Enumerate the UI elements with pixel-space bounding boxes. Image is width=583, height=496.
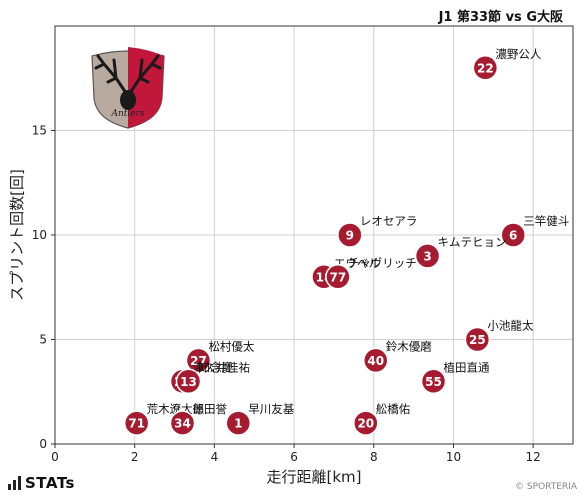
- y-axis-label: スプリント回数[回]: [8, 169, 26, 301]
- point-marker: [337, 222, 363, 248]
- point-marker: [500, 222, 526, 248]
- point-number: 3: [423, 249, 431, 263]
- point-number: 6: [509, 229, 517, 243]
- point-marker: [363, 347, 389, 374]
- player-point: 3 キムテヒョン: [414, 235, 507, 269]
- point-label: 鈴木優磨: [386, 339, 432, 353]
- y-tick-label: 10: [32, 228, 47, 242]
- point-number: 77: [330, 270, 347, 284]
- point-label: 小池龍太: [487, 319, 533, 333]
- point-label: レオセアラ: [360, 214, 418, 228]
- point-number: 55: [425, 375, 442, 389]
- x-tick-label: 0: [51, 450, 59, 464]
- x-tick-label: 8: [370, 450, 378, 464]
- x-tick-label: 12: [526, 450, 541, 464]
- point-label: エウベル: [334, 256, 380, 270]
- point-number: 13: [180, 375, 197, 389]
- x-tick-label: 6: [290, 450, 298, 464]
- point-marker: [185, 347, 212, 374]
- stats-logo: STATs: [8, 474, 75, 492]
- y-tick-label: 0: [39, 437, 47, 451]
- point-number: 34: [174, 417, 191, 431]
- point-label: 植田直通: [444, 360, 490, 374]
- point-label: 知念慶: [198, 360, 233, 374]
- point-marker: [325, 264, 351, 290]
- data-points: 22濃野公人9レオセアラ6三竿健斗3キムテヒョン18エウベル77チャヴリッチ25…: [123, 47, 569, 436]
- point-label: 舩橋佑: [376, 402, 411, 416]
- stats-bars-icon: [8, 476, 21, 490]
- point-marker: [464, 326, 491, 353]
- player-point: 6 三竿健斗: [500, 214, 569, 248]
- point-label: 濃野公人: [495, 47, 541, 61]
- point-label: 三竿健斗: [523, 214, 569, 228]
- point-number: 27: [190, 354, 207, 368]
- player-point: 1 早川友基: [225, 402, 295, 436]
- stats-brand: STATs: [25, 474, 75, 492]
- player-point: 9 レオセアラ: [337, 214, 418, 248]
- point-label: 津久井佳祐: [193, 360, 251, 374]
- point-marker: [472, 55, 499, 81]
- x-tick-label: 10: [446, 450, 461, 464]
- point-marker: [175, 368, 202, 395]
- y-tick-label: 5: [39, 333, 47, 347]
- point-number: 71: [128, 417, 145, 431]
- x-tick-label: 4: [211, 450, 219, 464]
- point-label: 荒木遼太郎: [147, 402, 205, 416]
- point-marker: [353, 410, 379, 436]
- point-marker: [414, 243, 441, 269]
- plot-frame: [54, 25, 574, 445]
- point-number: 9: [346, 229, 354, 243]
- point-label: 徳田誉: [193, 402, 228, 416]
- point-label: チャヴリッチ: [348, 256, 417, 270]
- point-number: 22: [477, 61, 494, 75]
- point-label: キムテヒョン: [438, 235, 507, 249]
- y-tick-label: 15: [32, 124, 47, 138]
- point-label: 松村優太: [208, 339, 254, 353]
- point-number: 1: [234, 417, 242, 431]
- point-number: 40: [367, 354, 384, 368]
- match-title: J1 第33節 vs G大阪: [438, 10, 563, 25]
- logo-wordmark: Antlers: [110, 109, 144, 119]
- point-number: 25: [469, 333, 486, 347]
- point-marker: [225, 410, 252, 436]
- x-axis-label: 走行距離[km]: [266, 468, 361, 486]
- copyright-credit: © SPORTERIA: [515, 482, 577, 492]
- point-marker: [123, 410, 150, 436]
- x-tick-label: 2: [131, 450, 139, 464]
- kashima-antlers-logo: Antlers: [91, 47, 165, 129]
- point-number: 20: [357, 417, 374, 431]
- point-marker: [169, 410, 196, 436]
- point-label: 早川友基: [248, 402, 294, 416]
- point-marker: [420, 368, 447, 395]
